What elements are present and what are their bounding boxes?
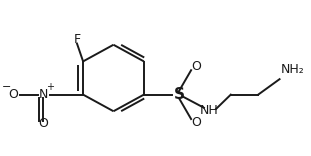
Text: O: O bbox=[191, 116, 201, 129]
Text: F: F bbox=[73, 33, 81, 46]
Text: O: O bbox=[39, 117, 49, 131]
Text: NH₂: NH₂ bbox=[281, 63, 305, 76]
Text: O: O bbox=[8, 88, 18, 101]
Text: S: S bbox=[174, 87, 184, 102]
Text: O: O bbox=[191, 60, 201, 73]
Text: −: − bbox=[2, 82, 11, 92]
Text: N: N bbox=[39, 88, 48, 101]
Text: +: + bbox=[46, 82, 54, 92]
Text: NH: NH bbox=[200, 104, 219, 117]
